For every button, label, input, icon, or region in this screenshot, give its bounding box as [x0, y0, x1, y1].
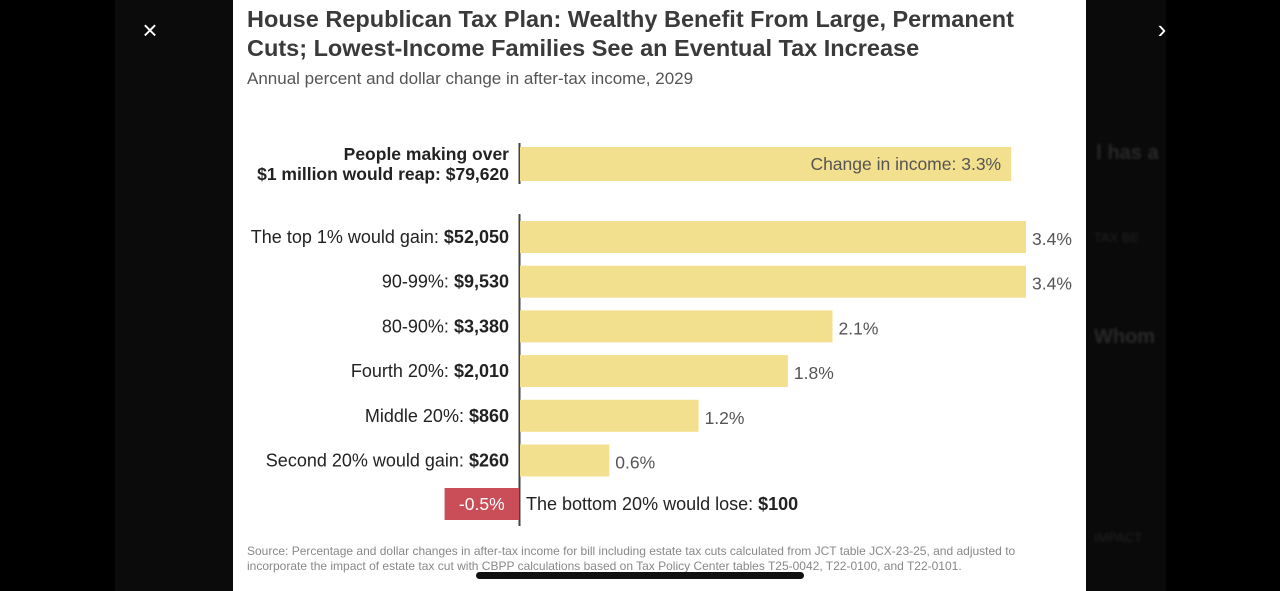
category-prefix: The top 1% would gain:: [251, 227, 444, 247]
bar-value-label: 3.4%: [1032, 274, 1072, 294]
bar-value-label: 3.4%: [1032, 229, 1072, 249]
viewer-right-backdrop: Ⅰ has a TAX BE Whom IMPACT: [1086, 0, 1166, 591]
category-prefix: Middle 20%:: [365, 406, 469, 426]
category-label: The top 1% would gain: $52,050: [251, 227, 509, 247]
bar-value-label: 0.6%: [615, 453, 655, 473]
background-ghost-text: Whom: [1094, 326, 1156, 348]
bar: [520, 444, 610, 477]
category-label: 80-90%: $3,380: [382, 316, 509, 336]
category-amount: $860: [469, 406, 509, 426]
category-amount: $3,380: [454, 316, 509, 336]
category-amount: $52,050: [444, 227, 509, 247]
source-note: Source: Percentage and dollar changes in…: [247, 544, 1016, 573]
category-label: Second 20% would gain: $260: [266, 451, 509, 471]
category-prefix: Second 20% would gain:: [266, 451, 469, 471]
viewer-left-backdrop: [115, 0, 233, 591]
category-label: Middle 20%: $860: [365, 406, 509, 426]
category-amount: $2,010: [454, 361, 509, 381]
bar: [520, 310, 833, 343]
bar: [520, 265, 1026, 298]
bar: [520, 355, 788, 388]
bar-value-label: 1.2%: [705, 408, 745, 428]
background-ghost-text: Ⅰ has a: [1096, 142, 1159, 164]
bar-value-label: 2.1%: [839, 318, 879, 338]
category-amount: $260: [469, 451, 509, 471]
bar-value-label: 1.8%: [794, 363, 834, 383]
highlight-label-line1: People making over: [344, 144, 510, 164]
close-icon[interactable]: ×: [142, 15, 158, 45]
background-ghost-text: IMPACT: [1094, 530, 1143, 545]
horizontal-scrollbar[interactable]: [476, 572, 804, 579]
bar: [520, 399, 699, 432]
highlight-label-line2: $1 million would reap: $79,620: [257, 164, 509, 184]
bar: [520, 221, 1026, 253]
category-prefix: 90-99%:: [382, 272, 454, 292]
category-label: Fourth 20%: $2,010: [351, 361, 509, 381]
background-ghost-text: TAX BE: [1094, 230, 1140, 245]
bar-chart: Change in income: 3.3% People making ove…: [251, 143, 1072, 526]
highlight-value-label: Change in income: 3.3%: [810, 154, 1001, 174]
negative-value-label: -0.5%: [459, 494, 505, 514]
chart-title: House Republican Tax Plan: Wealthy Benef…: [247, 6, 1014, 61]
category-prefix: 80-90%:: [382, 316, 454, 336]
negative-bar: [444, 488, 519, 520]
chart-subtitle: Annual percent and dollar change in afte…: [247, 69, 694, 88]
image-card: House Republican Tax Plan: Wealthy Benef…: [233, 0, 1086, 591]
negative-category-prefix: The bottom 20% would lose:: [526, 494, 758, 514]
next-image-icon[interactable]: ›: [1157, 14, 1167, 44]
category-amount: $9,530: [454, 272, 509, 292]
category-prefix: Fourth 20%:: [351, 361, 454, 381]
negative-category-label: The bottom 20% would lose: $100: [526, 494, 798, 514]
highlight-bar: [520, 147, 1012, 181]
negative-category-amount: $100: [758, 494, 798, 514]
category-label: 90-99%: $9,530: [382, 272, 509, 292]
